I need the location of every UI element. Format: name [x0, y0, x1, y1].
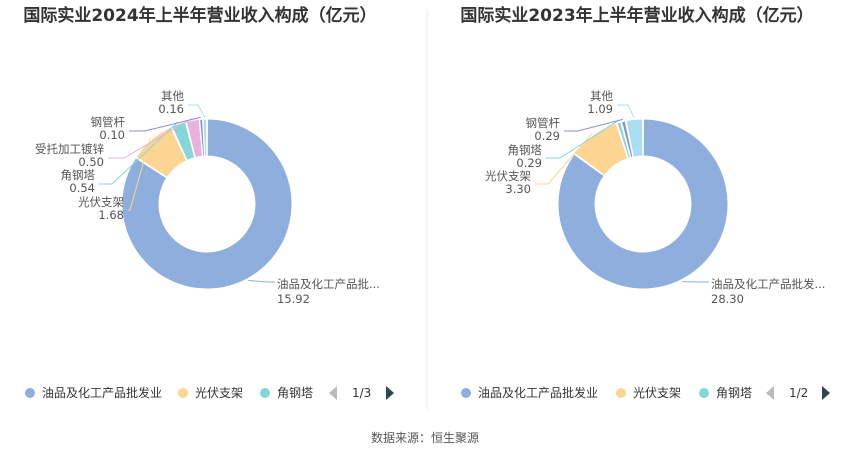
legend-label: 光伏支架	[195, 386, 243, 400]
slice-label: 光伏支架	[78, 195, 124, 209]
chart-panel-2024: 国际实业2024年上半年营业收入构成（亿元） 油品及化工产品批...15.92 光伏…	[23, 5, 394, 400]
leader-line	[248, 280, 275, 283]
data-source: 数据来源：恒生聚源	[371, 430, 479, 445]
slice-label: 油品及化工产品批发...	[711, 277, 825, 291]
slice-label: 角钢塔	[508, 143, 543, 157]
legend-page-indicator: 1/3	[352, 386, 371, 400]
legend-next-icon[interactable]	[386, 386, 394, 400]
chart-panel-2023: 国际实业2023年上半年营业收入构成（亿元） 油品及化工产品批发...28.30 光…	[460, 5, 830, 400]
slice-value: 0.16	[158, 102, 184, 116]
slice-value: 1.68	[98, 208, 124, 222]
legend-label: 油品及化工产品批发业	[478, 385, 598, 400]
legend-item[interactable]: 光伏支架	[616, 386, 681, 400]
legend-label: 角钢塔	[277, 386, 313, 400]
leader-line	[188, 104, 206, 118]
leader-line	[108, 117, 193, 159]
slice-value: 3.30	[505, 182, 531, 196]
slice-value: 28.30	[711, 292, 744, 306]
legend-item[interactable]: 角钢塔	[260, 386, 313, 400]
legend-item[interactable]: 油品及化工产品批发业	[461, 385, 598, 400]
legend: 油品及化工产品批发业 光伏支架 角钢塔 1/2	[461, 385, 830, 400]
leader-line	[99, 121, 179, 185]
pie-slice[interactable]	[202, 118, 208, 157]
slice-label: 光伏支架	[485, 169, 531, 183]
legend-label: 油品及化工产品批发业	[42, 385, 162, 400]
legend-item[interactable]: 光伏支架	[178, 386, 243, 400]
slice-value: 0.29	[534, 129, 560, 143]
legend: 油品及化工产品批发业 光伏支架 角钢塔 1/3	[25, 385, 394, 400]
leader-line	[129, 116, 202, 132]
slice-value: 0.10	[99, 128, 125, 142]
legend-marker	[461, 388, 471, 398]
legend-marker	[25, 388, 35, 398]
leader-line	[546, 120, 619, 159]
legend-prev-icon[interactable]	[766, 386, 774, 400]
pie-slice[interactable]	[625, 118, 644, 158]
pie-slice[interactable]	[557, 118, 729, 290]
slice-label: 其他	[590, 89, 613, 103]
leader-line	[535, 133, 593, 185]
slice-value: 15.92	[277, 292, 310, 306]
legend-marker	[699, 388, 709, 398]
slice-label: 钢管杆	[526, 116, 561, 130]
legend-label: 角钢塔	[716, 386, 752, 400]
pie-slice[interactable]	[171, 121, 196, 161]
pie-slice[interactable]	[620, 120, 634, 159]
slice-label: 角钢塔	[61, 168, 96, 182]
slice-value: 0.29	[516, 156, 542, 170]
legend-next-icon[interactable]	[822, 386, 830, 400]
legend-prev-icon[interactable]	[329, 386, 337, 400]
leader-line	[564, 118, 624, 132]
slice-value: 1.09	[587, 102, 613, 116]
slice-label: 其他	[161, 89, 184, 103]
slice-label: 油品及化工产品批...	[277, 277, 380, 291]
legend-marker	[178, 388, 188, 398]
legend-label: 光伏支架	[633, 386, 681, 400]
slice-value: 0.50	[78, 155, 104, 169]
slice-label: 钢管杆	[91, 115, 126, 129]
chart-title: 国际实业2024年上半年营业收入构成（亿元）	[23, 5, 376, 26]
legend-marker	[616, 388, 626, 398]
chart-title: 国际实业2023年上半年营业收入构成（亿元）	[460, 5, 813, 26]
legend-item[interactable]: 角钢塔	[699, 386, 752, 400]
slice-value: 0.54	[69, 181, 95, 195]
legend-marker	[260, 388, 270, 398]
slice-label: 受托加工镀锌	[35, 142, 104, 156]
legend-page-indicator: 1/2	[789, 386, 808, 400]
leader-line	[617, 104, 635, 118]
pie-slice[interactable]	[121, 118, 293, 290]
legend-item[interactable]: 油品及化工产品批发业	[25, 385, 162, 400]
leader-line	[128, 137, 151, 211]
pie-slice[interactable]	[616, 121, 631, 159]
